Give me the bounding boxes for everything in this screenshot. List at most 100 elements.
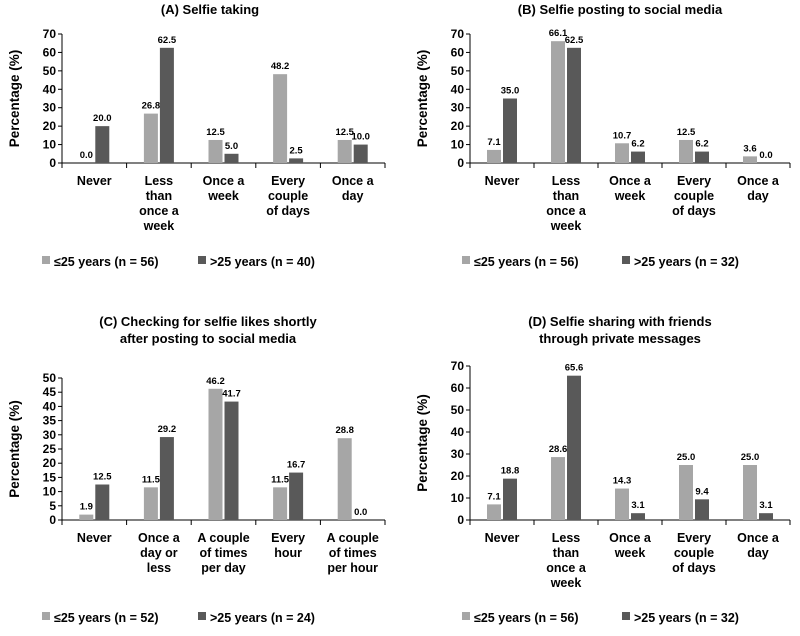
- bar-young: [273, 74, 287, 163]
- data-label: 6.2: [631, 139, 644, 150]
- y-tick-label: 30: [43, 101, 57, 115]
- y-tick-label: 60: [451, 45, 465, 59]
- x-tick-label: Once a: [609, 174, 652, 188]
- bar-old: [631, 513, 645, 520]
- x-tick-label: Less: [145, 174, 174, 188]
- bar-old: [695, 499, 709, 520]
- x-tick-label: once a: [139, 204, 180, 218]
- x-tick-label: Every: [677, 531, 711, 545]
- x-tick-label: couple: [268, 189, 308, 203]
- y-tick-label: 0: [49, 513, 56, 527]
- bar-old: [95, 485, 109, 521]
- bar-young: [615, 489, 629, 520]
- x-tick-label: Once a: [737, 531, 780, 545]
- x-tick-label: Once a: [203, 174, 246, 188]
- y-tick-label: 40: [43, 82, 57, 96]
- data-label: 16.7: [287, 460, 306, 471]
- y-tick-label: 0: [49, 156, 56, 170]
- x-tick-label: per day: [201, 561, 246, 575]
- x-tick-label: day: [342, 189, 364, 203]
- data-label: 11.5: [271, 474, 290, 485]
- bar-young: [679, 140, 693, 163]
- x-tick-label: day: [747, 546, 769, 560]
- y-tick-label: 20: [451, 119, 465, 133]
- y-tick-label: 25: [43, 442, 57, 456]
- y-tick-label: 15: [43, 470, 57, 484]
- bar-old: [160, 437, 174, 520]
- x-tick-label: Once a: [609, 531, 652, 545]
- bar-old: [225, 154, 239, 163]
- data-label: 18.8: [501, 466, 520, 477]
- bar-young: [743, 465, 757, 520]
- data-label: 9.4: [695, 486, 709, 497]
- y-tick-label: 60: [451, 381, 465, 395]
- data-label: 7.1: [487, 137, 501, 148]
- x-tick-label: Less: [552, 531, 581, 545]
- x-tick-label: Never: [77, 531, 112, 545]
- y-tick-label: 10: [43, 485, 57, 499]
- y-tick-label: 50: [43, 64, 57, 78]
- x-tick-label: week: [143, 219, 175, 233]
- data-label: 12.5: [93, 472, 112, 483]
- legend-swatch: [622, 256, 630, 264]
- bar-old: [503, 99, 517, 164]
- x-tick-label: A couple: [197, 531, 249, 545]
- chart-title: after posting to social media: [120, 331, 297, 346]
- legend-swatch: [198, 256, 206, 264]
- bar-young: [679, 465, 693, 520]
- y-tick-label: 20: [451, 469, 465, 483]
- bar-old: [567, 376, 581, 520]
- legend-swatch: [42, 612, 50, 620]
- bar-young: [144, 487, 158, 520]
- y-tick-label: 60: [43, 45, 57, 59]
- data-label: 35.0: [501, 86, 520, 97]
- legend-label: >25 years (n = 32): [634, 611, 739, 625]
- data-label: 28.8: [335, 425, 354, 436]
- data-label: 25.0: [741, 452, 760, 463]
- bar-old: [225, 402, 239, 520]
- x-tick-label: of times: [200, 546, 248, 560]
- x-tick-label: week: [614, 189, 646, 203]
- legend-label: >25 years (n = 40): [210, 255, 315, 269]
- legend-swatch: [42, 256, 50, 264]
- x-tick-label: week: [614, 546, 646, 560]
- x-tick-label: of days: [266, 204, 310, 218]
- y-tick-label: 40: [43, 399, 57, 413]
- y-axis-label: Percentage (%): [7, 400, 22, 498]
- data-label: 0.0: [354, 507, 367, 518]
- chart-title: (A) Selfie taking: [161, 2, 259, 17]
- data-label: 3.1: [631, 500, 645, 511]
- bar-young: [209, 140, 223, 163]
- bar-old: [354, 145, 368, 163]
- legend-label: >25 years (n = 24): [210, 611, 315, 625]
- data-label: 28.6: [549, 444, 568, 455]
- y-tick-label: 0: [457, 156, 464, 170]
- x-tick-label: week: [550, 576, 582, 590]
- x-tick-label: Every: [677, 174, 711, 188]
- data-label: 11.5: [142, 474, 161, 485]
- y-tick-label: 50: [43, 371, 57, 385]
- y-tick-label: 50: [451, 403, 465, 417]
- bar-young: [487, 504, 501, 520]
- y-tick-label: 5: [49, 499, 56, 513]
- legend-swatch: [622, 612, 630, 620]
- x-tick-label: Less: [552, 174, 581, 188]
- bar-young: [273, 487, 287, 520]
- figure: (A) Selfie taking Percentage (%) 0 10 20 30 40…: [0, 0, 800, 636]
- data-label: 48.2: [271, 61, 290, 72]
- bar-young: [209, 389, 223, 520]
- bar-old: [289, 473, 303, 520]
- y-tick-label: 45: [43, 385, 57, 399]
- x-tick-label: per hour: [327, 561, 378, 575]
- bar-young: [144, 114, 158, 163]
- x-tick-label: couple: [674, 189, 714, 203]
- y-axis-label: Percentage (%): [7, 50, 22, 148]
- x-tick-label: Never: [485, 174, 520, 188]
- data-label: 62.5: [158, 35, 177, 46]
- y-tick-label: 40: [451, 425, 465, 439]
- bar-young: [743, 156, 757, 163]
- y-tick-label: 10: [43, 138, 57, 152]
- x-tick-label: Every: [271, 174, 305, 188]
- y-tick-label: 70: [451, 27, 465, 41]
- data-label: 1.9: [80, 502, 93, 513]
